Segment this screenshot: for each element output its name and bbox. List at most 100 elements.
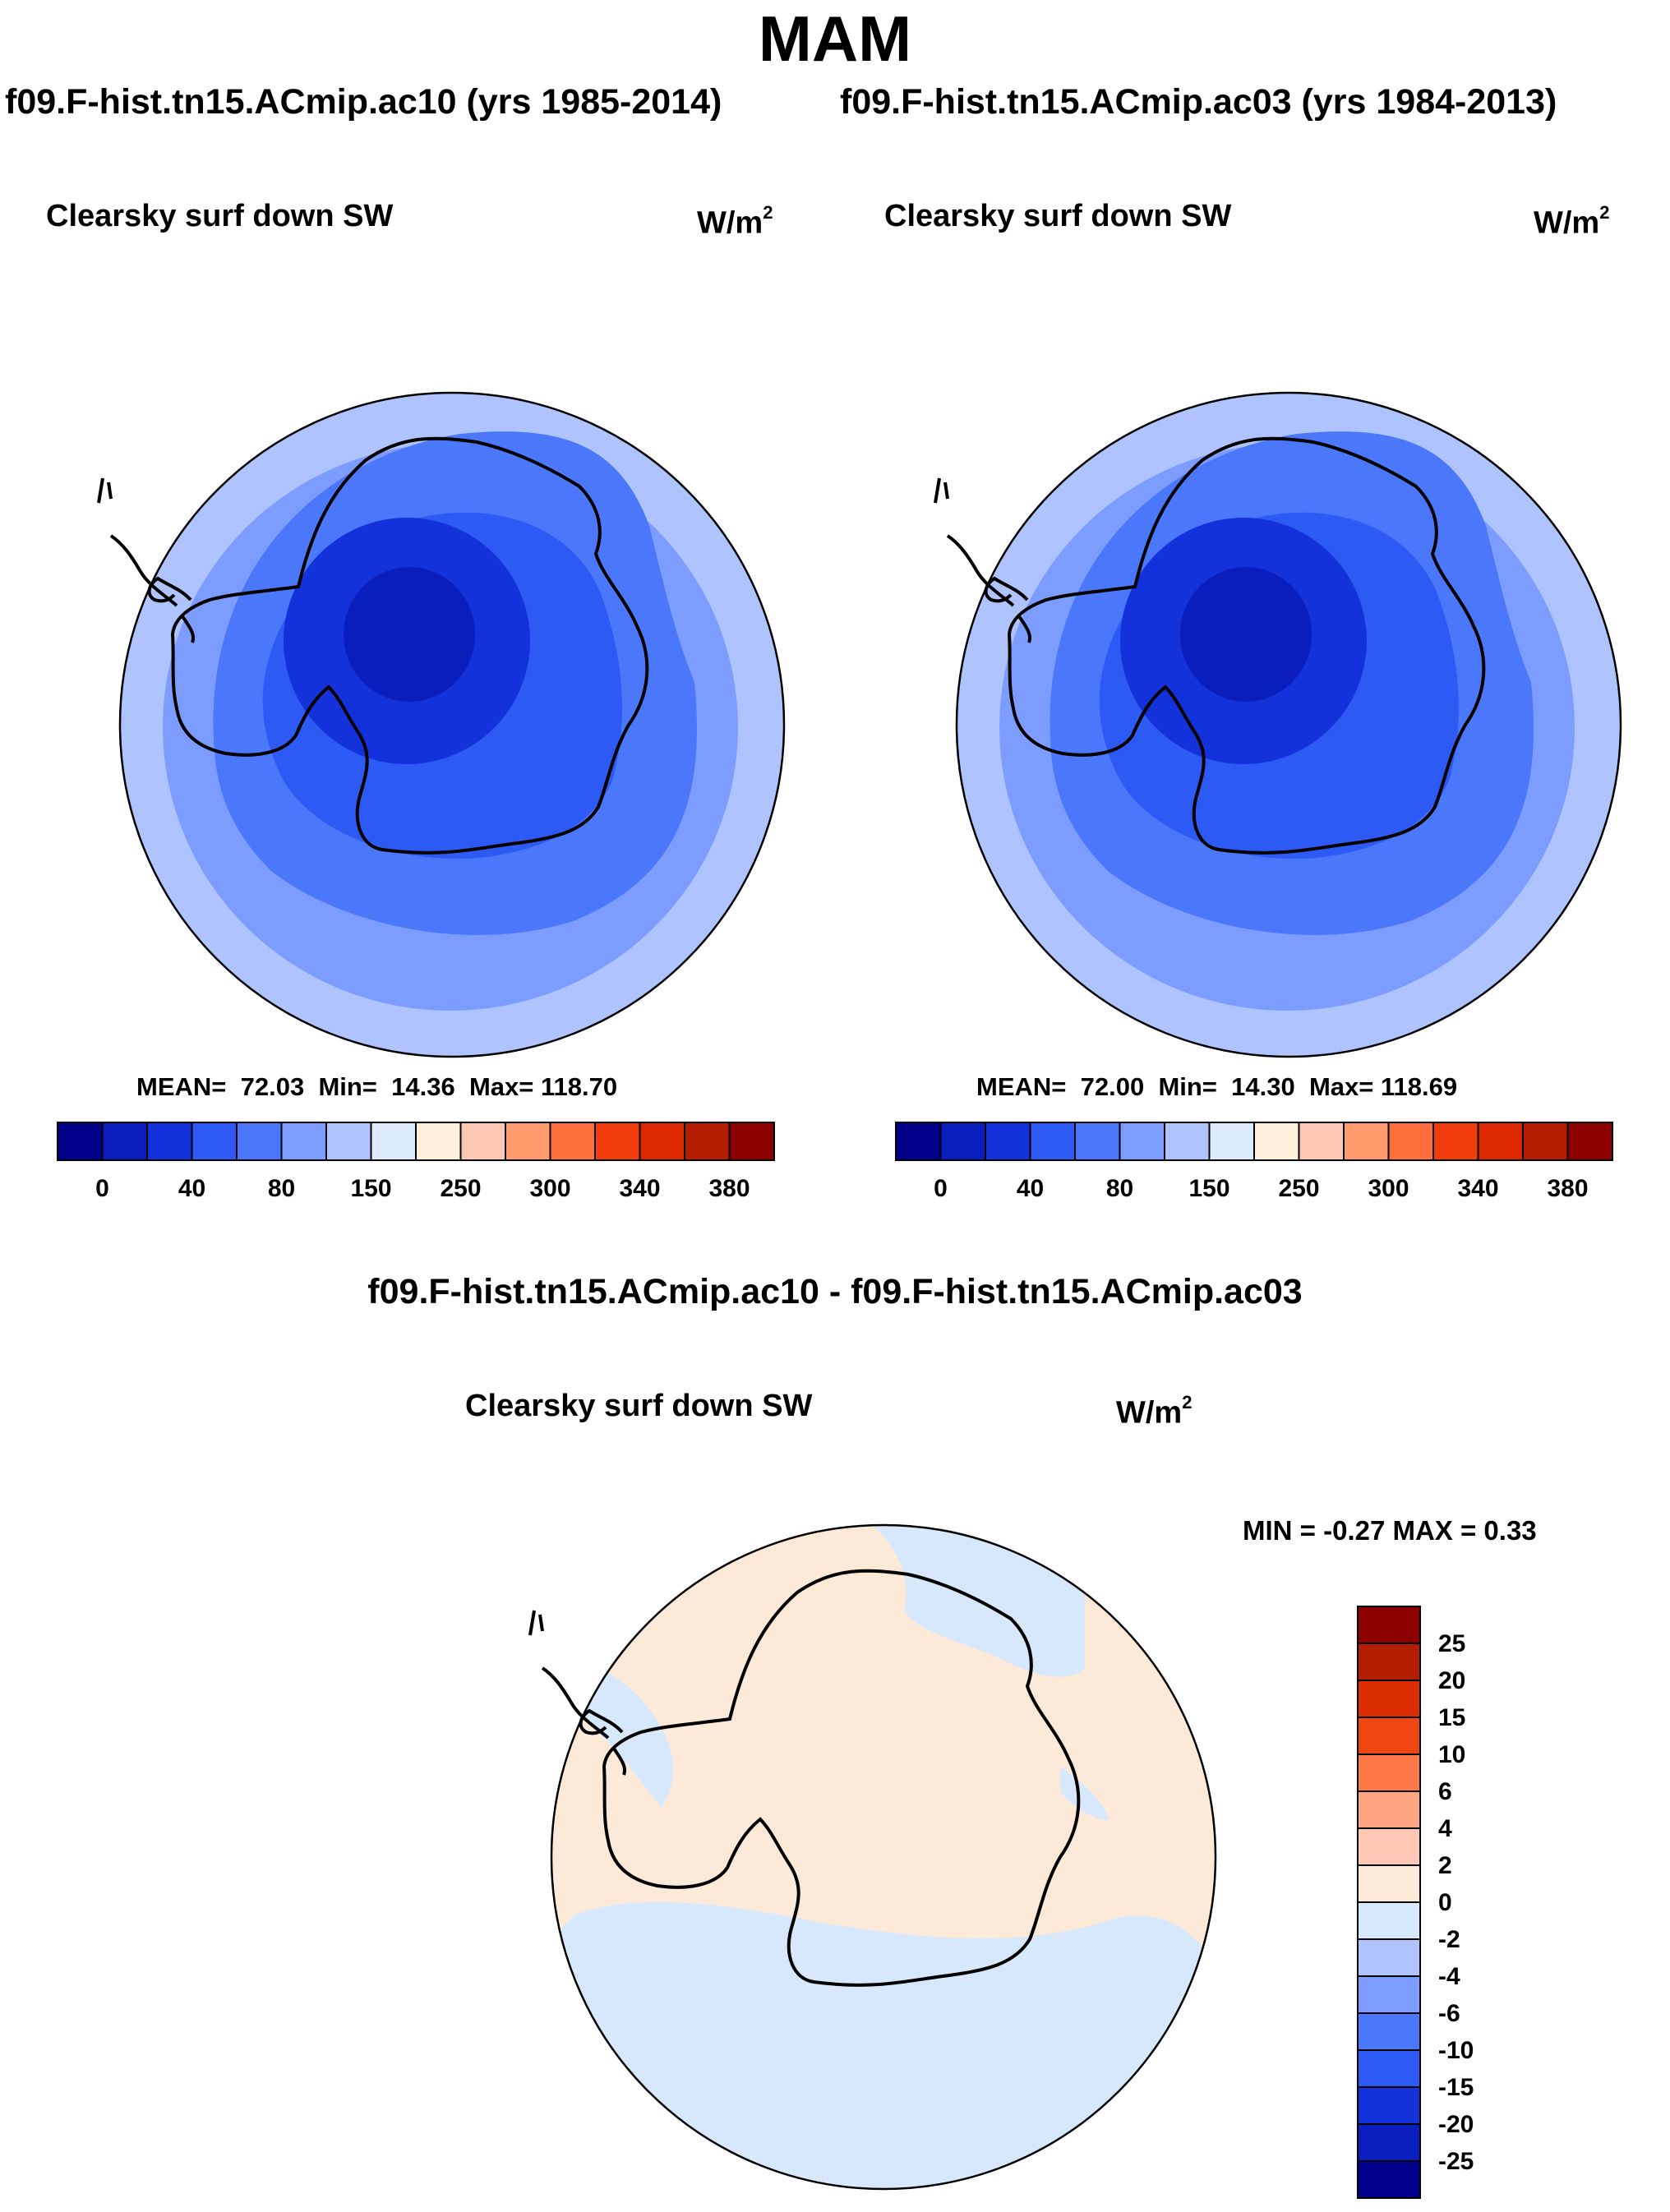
panel3-colorbar-box-1 — [1357, 1643, 1421, 1681]
ring-0a1ebe — [1180, 567, 1312, 702]
panel1-colorbar-tick: 380 — [708, 1175, 750, 1202]
difference-title: f09.F-hist.tn15.ACmip.ac10 - f09.F-hist.… — [367, 1272, 1303, 1311]
case-title-test: f09.F-hist.tn15.ACmip.ac10 (yrs 1985-201… — [5, 82, 722, 122]
panel2-colorbar-tick: 80 — [1106, 1175, 1133, 1202]
panel1-colorbar-tick: 40 — [178, 1175, 205, 1202]
panel1-colorbar-box-14 — [684, 1122, 731, 1161]
panel1-colorbar-tick: 150 — [350, 1175, 391, 1202]
panel2-colorbar-box-14 — [1522, 1122, 1569, 1161]
panel3-colorbar-box-14 — [1357, 2123, 1421, 2162]
panel2-colorbar-box-13 — [1477, 1122, 1524, 1161]
panel3-map-border — [550, 1523, 1217, 2191]
panel1-stats: MEAN= 72.03 Min= 14.36 Max= 118.70 — [136, 1072, 618, 1101]
panel2-colorbar-tick: 340 — [1457, 1175, 1498, 1202]
panel2-colorbar-box-5 — [1119, 1122, 1165, 1161]
panel2-min: 14.30 — [1231, 1072, 1295, 1101]
panel1-mean: 72.03 — [240, 1072, 305, 1101]
panel3-units: W/m2 — [1116, 1392, 1193, 1431]
figure-title: MAM — [758, 2, 912, 75]
panel1-colorbar-box-11 — [549, 1122, 596, 1161]
panel3-colorbar-box-7 — [1357, 1864, 1421, 1903]
panel2-stats: MEAN= 72.00 Min= 14.30 Max= 118.69 — [976, 1072, 1458, 1101]
panel2-colorbar-tick: 380 — [1547, 1175, 1588, 1202]
panel2-colorbar-box-10 — [1343, 1122, 1390, 1161]
panel2-units: W/m2 — [1534, 202, 1610, 241]
case-title-control: f09.F-hist.tn15.ACmip.ac03 (yrs 1984-201… — [840, 82, 1557, 122]
panel2-variable-label: Clearsky surf down SW — [884, 199, 1232, 233]
panel3-colorbar-tick: 2 — [1438, 1852, 1452, 1879]
panel1-colorbar-box-10 — [505, 1122, 551, 1161]
panel1-colorbar-tick: 0 — [95, 1175, 109, 1202]
panel3-minmax: MIN = -0.27 MAX = 0.33 — [1243, 1515, 1537, 1546]
panel3-colorbar-tick: -2 — [1438, 1926, 1460, 1953]
diff-negative-area-east — [1060, 1767, 1109, 1820]
panel1-colorbar-box-2 — [146, 1122, 193, 1161]
panel1-max: 118.70 — [541, 1072, 618, 1101]
panel1-colorbar: 0 40 80 150 250 300 340 380 — [57, 1122, 775, 1202]
panel1-colorbar-box-15 — [728, 1122, 775, 1161]
panel2-colorbar-box-7 — [1208, 1122, 1255, 1161]
panel2-colorbar-box-4 — [1074, 1122, 1121, 1161]
panel2-colorbar-box-6 — [1164, 1122, 1211, 1161]
panel2-colorbar-box-3 — [1029, 1122, 1076, 1161]
panel3-colorbar-tick: 0 — [1438, 1889, 1452, 1916]
panel3-colorbar-tick: 10 — [1438, 1741, 1465, 1768]
panel1-min: 14.36 — [391, 1072, 455, 1101]
diff-negative-area-south — [551, 1901, 1216, 2189]
panel3-map — [528, 1523, 1217, 2191]
panel3-colorbar-box-4 — [1357, 1753, 1421, 1792]
panel2-colorbar-tick: 150 — [1188, 1175, 1229, 1202]
panel1-colorbar-box-8 — [415, 1122, 462, 1161]
panel3-colorbar-box-6 — [1357, 1827, 1421, 1866]
panel1-colorbar-tick: 250 — [440, 1175, 481, 1202]
panel1-colorbar-box-6 — [325, 1122, 372, 1161]
panel1-colorbar-box-3 — [191, 1122, 238, 1161]
panel2-colorbar-tick: 40 — [1017, 1175, 1044, 1202]
panel2-colorbar-box-0 — [895, 1122, 942, 1161]
panel2-map-border — [955, 391, 1622, 1058]
panel1-colorbar-box-0 — [57, 1122, 104, 1161]
panel1-units: W/m2 — [697, 202, 773, 241]
panel2-colorbar-box-12 — [1432, 1122, 1479, 1161]
panel2-colorbar-tick: 300 — [1368, 1175, 1409, 1202]
panel3-colorbar-tick: -15 — [1438, 2074, 1474, 2101]
panel3-colorbar-tick: 15 — [1438, 1704, 1465, 1731]
panel2-mean: 72.00 — [1080, 1072, 1145, 1101]
panel2-colorbar-box-15 — [1566, 1122, 1613, 1161]
panel3-colorbar-tick: 20 — [1438, 1667, 1465, 1694]
panel1-colorbar-tick: 300 — [529, 1175, 570, 1202]
panel1-colorbar-tick: 80 — [268, 1175, 295, 1202]
panel1-map-border — [118, 391, 786, 1058]
panel2-max: 118.69 — [1381, 1072, 1458, 1101]
panel3-colorbar-box-15 — [1357, 2160, 1421, 2199]
panel3-colorbar-box-11 — [1357, 2012, 1421, 2051]
panel1-colorbar-box-13 — [639, 1122, 685, 1161]
panel3-colorbar-tick: -10 — [1438, 2037, 1474, 2064]
panel2-colorbar-box-9 — [1298, 1122, 1345, 1161]
ring-0a1ebe — [344, 567, 475, 702]
panel3-colorbar-tick: 4 — [1438, 1815, 1452, 1842]
panel2-colorbar-box-2 — [985, 1122, 1031, 1161]
panel3-colorbar-box-5 — [1357, 1790, 1421, 1829]
panel3-colorbar-box-9 — [1357, 1938, 1421, 1977]
panel3-colorbar-box-13 — [1357, 2086, 1421, 2125]
panel2-colorbar-tick: 250 — [1278, 1175, 1319, 1202]
panel2-colorbar-box-8 — [1253, 1122, 1300, 1161]
panel3-colorbar-box-0 — [1357, 1606, 1421, 1644]
panel1-colorbar-box-4 — [236, 1122, 283, 1161]
panel2-colorbar-box-1 — [939, 1122, 986, 1161]
panel1-variable-label: Clearsky surf down SW — [46, 199, 394, 233]
panel3-colorbar-tick: -25 — [1438, 2148, 1474, 2175]
panel3-colorbar-tick: -20 — [1438, 2111, 1474, 2138]
panel3-colorbar-box-2 — [1357, 1680, 1421, 1718]
panel1-colorbar-box-1 — [101, 1122, 148, 1161]
panel3-colorbar-box-12 — [1357, 2049, 1421, 2088]
panel1-colorbar-box-5 — [280, 1122, 327, 1161]
panel1-colorbar-box-7 — [370, 1122, 417, 1161]
panel2-map — [934, 391, 1622, 1058]
panel3-colorbar-box-8 — [1357, 1901, 1421, 1940]
panel3-colorbar-tick: -4 — [1438, 1963, 1460, 1990]
panel1-map — [97, 391, 786, 1058]
